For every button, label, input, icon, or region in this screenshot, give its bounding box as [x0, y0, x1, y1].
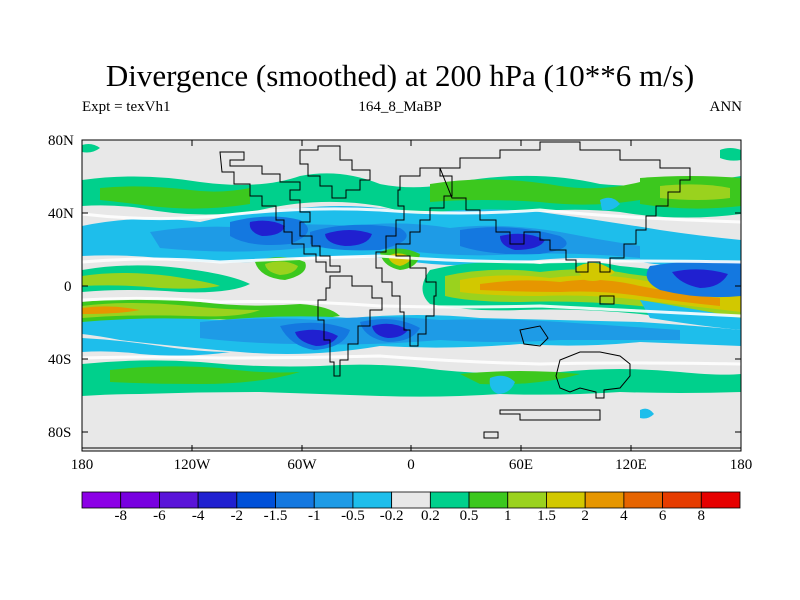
colorbar-swatch [429, 491, 470, 509]
colorbar-label: -4 [191, 508, 205, 524]
colorbar-swatch [120, 491, 160, 509]
colorbar-swatch [81, 491, 122, 509]
colorbar-swatch [197, 491, 238, 509]
x-label-60w: 60W [287, 457, 317, 473]
colorbar-label: -0.5 [341, 508, 365, 524]
season-label: ANN [709, 99, 743, 115]
experiment-label: Expt = texVh1 [82, 99, 171, 115]
colorbar-swatch [623, 491, 663, 509]
y-label-40s: 40S [48, 352, 72, 368]
colorbar-swatch [507, 491, 547, 509]
colorbar-swatch [159, 491, 199, 509]
colorbar [81, 491, 741, 509]
x-label-180e: 180 [729, 457, 753, 473]
y-label-80n: 80N [48, 133, 74, 149]
colorbar-swatch [313, 491, 354, 509]
map-title: Divergence (smoothed) at 200 hPa (10**6 … [105, 58, 695, 93]
colorbar-label: 8 [697, 508, 706, 524]
colorbar-label: 0.2 [420, 508, 440, 524]
y-ticks [82, 139, 741, 433]
colorbar-label: 1.5 [537, 508, 556, 524]
colorbar-label: -6 [153, 508, 166, 524]
colorbar-swatch [236, 491, 276, 509]
divergence-field [82, 144, 741, 419]
period-label: 164_8_MaBP [358, 99, 442, 115]
colorbar-swatch [546, 491, 586, 509]
x-ticks [81, 140, 742, 451]
colorbar-label: -2 [230, 508, 244, 524]
colorbar-swatch [700, 491, 741, 509]
x-label-180w: 180 [70, 457, 94, 473]
y-label-80s: 80S [48, 425, 72, 441]
colorbar-swatch [391, 491, 431, 509]
x-label-60e: 60E [508, 457, 534, 473]
colorbar-label: -1 [307, 508, 321, 524]
x-label-120e: 120E [615, 457, 647, 473]
colorbar-label: -0.2 [379, 508, 404, 524]
colorbar-swatch [662, 491, 702, 509]
colorbar-label: 1 [504, 508, 512, 524]
y-label-0: 0 [64, 279, 72, 295]
colorbar-swatch [584, 491, 625, 509]
y-label-40n: 40N [48, 206, 74, 222]
contour-gaps [82, 207, 741, 366]
colorbar-label: 6 [658, 508, 667, 524]
colorbar-label: 4 [620, 508, 628, 524]
colorbar-label: -8 [114, 508, 127, 524]
colorbar-swatch [275, 491, 315, 509]
x-label-120w: 120W [173, 457, 211, 473]
colorbar-label: 0.5 [459, 508, 479, 524]
colorbar-swatch [468, 491, 509, 509]
colorbar-swatch [352, 491, 393, 509]
colorbar-label: -1.5 [263, 508, 288, 524]
colorbar-label: 2 [581, 508, 589, 524]
x-label-0: 0 [407, 457, 415, 473]
